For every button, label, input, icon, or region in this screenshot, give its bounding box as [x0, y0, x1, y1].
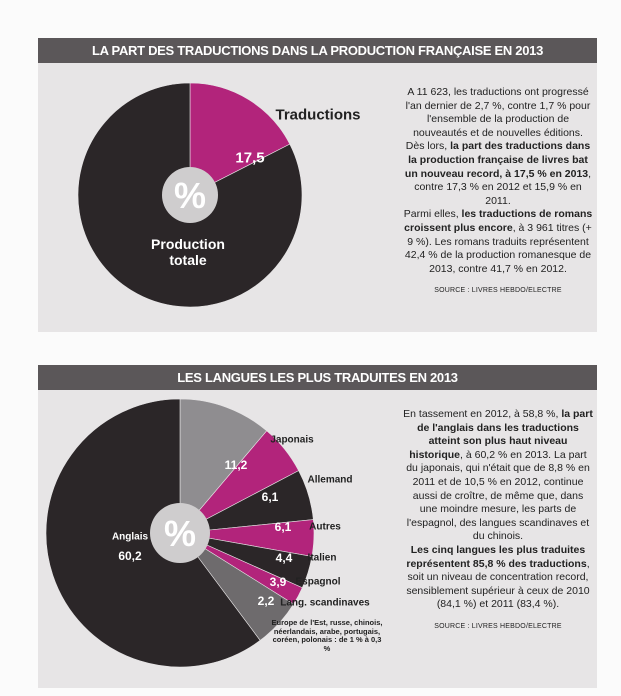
text-segment: la part de l'anglais dans les traduction… — [409, 408, 593, 461]
category-label: Espagnol — [295, 576, 341, 588]
text-segment: , soit un niveau de concentration record… — [406, 557, 590, 611]
paragraph: Les cinq langues les plus traduites repr… — [403, 544, 593, 612]
value-label: 17,5 — [235, 149, 265, 167]
text-segment: Parmi elles, — [403, 208, 462, 221]
value-label: 2,2 — [257, 594, 275, 608]
text-segment: les traductions de romans croissent plus… — [404, 208, 593, 234]
pie-slice — [189, 82, 291, 196]
source: SOURCE : LIVRES HEBDO/ELECTRE — [434, 287, 562, 295]
category-label: Europe de l'Est, russe, chinois, néerlan… — [271, 617, 383, 653]
category-label: Anglais — [111, 531, 149, 543]
value-label: 11,2 — [224, 458, 248, 472]
text-segment: , à 3 961 titres (+ 9 %). Les romans tra… — [404, 221, 592, 275]
text-segment: En tassement en 2012, à 58,8 %, — [403, 408, 562, 420]
note-text: A 11 623, les traductions ont progressé … — [403, 86, 593, 298]
value-label: 4,4 — [275, 551, 293, 565]
paragraph: En tassement en 2012, à 58,8 %, la part … — [403, 408, 593, 544]
chart-title: LA PART DES TRADUCTIONS DANS LA PRODUCTI… — [38, 38, 597, 63]
chart-title: LES LANGUES LES PLUS TRADUITES EN 2013 — [38, 365, 597, 390]
value-label: 60,2 — [118, 549, 142, 563]
text-segment: A 11 623, les traductions ont progressé … — [405, 86, 591, 153]
center-circle — [162, 167, 218, 223]
text-segment: la part des traductions dans la producti… — [404, 140, 591, 180]
text-segment: , contre 17,3 % en 2012 et 15,9 % en 201… — [414, 167, 592, 207]
category-label: Autres — [309, 521, 341, 533]
value-label: 6,1 — [274, 520, 292, 534]
category-label: Allemand — [307, 474, 353, 486]
category-label: Production totale — [151, 235, 225, 268]
center-label: % — [164, 513, 196, 554]
source: SOURCE : LIVRES HEBDO/ELECTRE — [434, 622, 562, 630]
paragraph: A 11 623, les traductions ont progressé … — [403, 86, 593, 208]
pie-slice — [179, 398, 268, 534]
category-label: Japonais — [270, 434, 314, 446]
center-label: % — [174, 175, 206, 216]
center-circle — [150, 503, 210, 563]
value-label: 3,9 — [269, 575, 287, 589]
text-segment: Les cinq langues les plus traduites repr… — [406, 543, 587, 570]
category-label: Italien — [307, 552, 337, 564]
category-label: Traductions — [275, 106, 361, 124]
value-label: 6,1 — [261, 490, 279, 504]
paragraph: Parmi elles, les traductions de romans c… — [403, 208, 593, 276]
category-label: Lang. scandinaves — [280, 597, 370, 609]
text-segment: , à 60,2 % en 2013. La part du japonais,… — [406, 448, 590, 543]
note-text: En tassement en 2012, à 58,8 %, la part … — [403, 408, 593, 634]
